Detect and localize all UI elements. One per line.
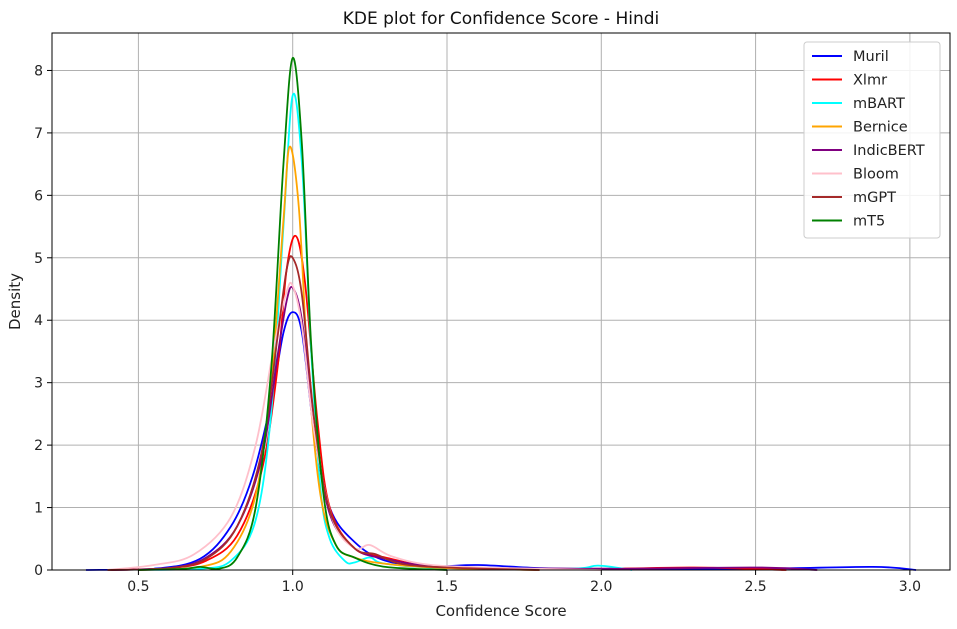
legend-label: Bernice [853, 120, 908, 136]
y-axis-title: Density [6, 273, 24, 330]
legend-label: mGPT [853, 190, 896, 206]
series-line-bloom [107, 281, 602, 571]
axis-ticks: 0.5 1.0 1.5 2.0 2.5 3.0 0 1 2 3 4 5 6 7 8 [34, 63, 921, 595]
legend: Muril Xlmr mBART Bernice IndicBERT Bloom mGPT m… [803, 41, 941, 239]
legend-label: IndicBERT [853, 143, 925, 159]
series-lines [85, 57, 917, 571]
legend-label: mBART [853, 96, 905, 112]
y-tick-label: 1 [34, 501, 43, 517]
x-tick-label: 2.0 [590, 579, 612, 595]
legend-box [803, 41, 941, 239]
legend-label: Muril [853, 49, 889, 65]
y-tick-label: 6 [34, 188, 43, 204]
x-tick-label: 1.0 [282, 579, 304, 595]
y-tick-label: 0 [34, 563, 43, 579]
y-tick-label: 3 [34, 376, 43, 392]
x-axis-title: Confidence Score [435, 602, 566, 620]
legend-label: Bloom [853, 167, 899, 183]
y-tick-label: 2 [34, 438, 43, 454]
series-line-mt5 [138, 57, 448, 571]
y-tick-label: 7 [34, 126, 43, 142]
x-tick-label: 2.5 [744, 579, 766, 595]
y-tick-label: 8 [34, 63, 43, 79]
x-tick-label: 0.5 [127, 579, 149, 595]
legend-label: mT5 [853, 214, 885, 230]
legend-label: Xlmr [853, 73, 887, 89]
chart-title: KDE plot for Confidence Score - Hindi [343, 9, 659, 29]
series-line-mgpt [107, 255, 540, 571]
y-tick-label: 4 [34, 313, 43, 329]
x-tick-label: 3.0 [899, 579, 921, 595]
y-tick-label: 5 [34, 251, 43, 267]
plot-frame [51, 32, 951, 571]
grid-lines [52, 33, 950, 571]
series-line-bernice [138, 145, 540, 571]
x-tick-label: 1.5 [436, 579, 458, 595]
